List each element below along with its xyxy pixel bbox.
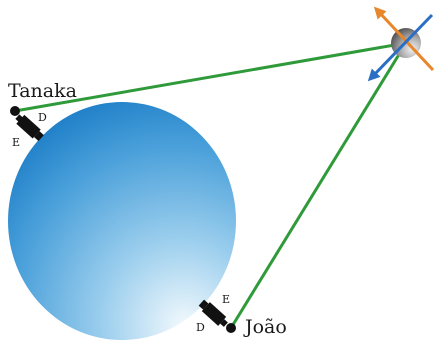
observer-name: João (243, 316, 287, 338)
observer-name: Tanaka (8, 80, 77, 102)
label-e: E (222, 293, 230, 306)
planet-sphere (8, 102, 236, 340)
observer-dot (10, 106, 20, 116)
observer-dot (226, 323, 236, 333)
telescope-icon (15, 114, 44, 142)
label-d: D (196, 321, 205, 334)
label-e: E (12, 136, 20, 149)
sight-line-joao (229, 42, 408, 329)
sight-line-tanaka (14, 41, 407, 113)
observer-tanaka: Tanaka D E (8, 80, 77, 149)
telescope-icon (198, 299, 228, 327)
blue-direction-arrow (367, 13, 434, 82)
observer-joao: João E D (196, 293, 287, 338)
label-d: D (38, 111, 47, 124)
observed-object (367, 6, 435, 82)
